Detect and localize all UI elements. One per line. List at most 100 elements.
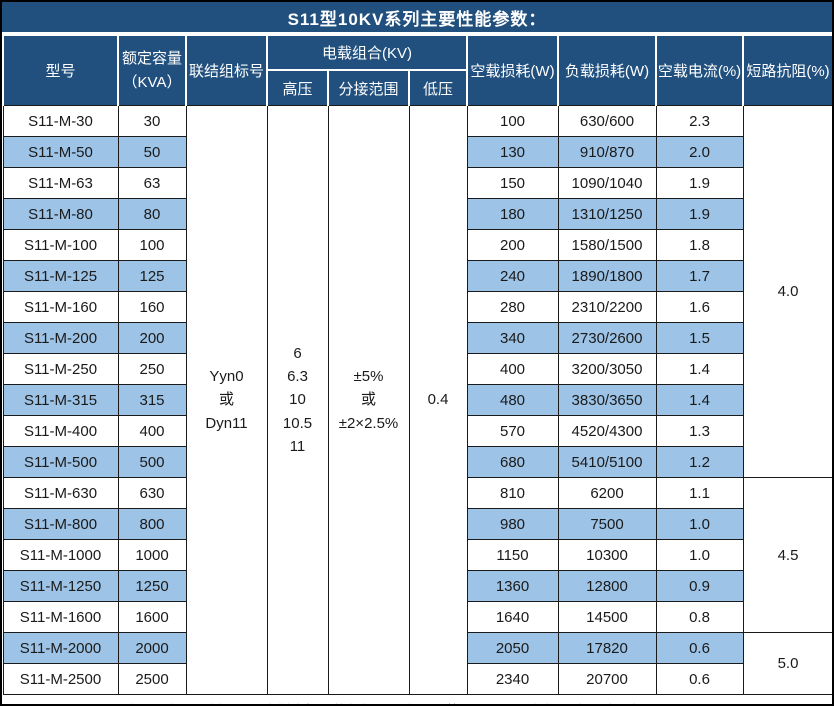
table-row: S11-M-630 630 810 6200 1.1 4.5 (2, 477, 832, 633)
no-load-loss-cell: 570 (466, 415, 559, 447)
no-load-current-cell: 2.3 (655, 105, 744, 137)
table-row: S11-M-500 500 680 5410/5100 1.2 (2, 446, 832, 478)
load-loss-cell: 1310/1250 (557, 198, 657, 230)
no-load-loss-cell: 1360 (466, 570, 559, 602)
load-loss-cell: 3200/3050 (557, 353, 657, 385)
table-row: S11-M-50 50 130 910/870 2.0 (2, 136, 832, 168)
model-cell: S11-M-80 (2, 198, 119, 230)
no-load-current-cell: 0.6 (655, 632, 744, 664)
capacity-cell: 1250 (117, 570, 187, 602)
capacity-cell: 1000 (117, 539, 187, 571)
no-load-loss-cell: 1640 (466, 601, 559, 633)
load-loss-cell: 20700 (557, 663, 657, 695)
model-cell: S11-M-800 (2, 508, 119, 540)
header-row-sub: 高压 分接范围 低压 (3, 69, 832, 106)
no-load-current-cell: 1.4 (655, 384, 744, 416)
no-load-current-cell: 1.0 (655, 539, 744, 571)
no-load-current-cell: 1.2 (655, 446, 744, 478)
header-row-main: 型号 额定容量 （KVA） 联结组标号 电载组合(KV) 空载损耗(W) 负载损… (2, 34, 832, 106)
capacity-cell: 80 (117, 198, 187, 230)
capacity-cell: 400 (117, 415, 187, 447)
capacity-cell: 800 (117, 508, 187, 540)
footer-note: 注：因产品不断改进，本样本提供的数据仅供参考；若需取得最新参数，请及时与本公司联… (2, 695, 832, 704)
connection-cell: Yyn0 或 Dyn11 (185, 105, 268, 695)
capacity-cell: 50 (117, 136, 187, 168)
load-loss-cell: 1580/1500 (557, 229, 657, 261)
no-load-current-cell: 1.0 (655, 508, 744, 540)
load-loss-cell: 2310/2200 (557, 291, 657, 323)
capacity-cell: 100 (117, 229, 187, 261)
model-cell: S11-M-1000 (2, 539, 119, 571)
capacity-cell: 500 (117, 446, 187, 478)
impedance-cell: 4.5 (742, 477, 832, 633)
model-cell: S11-M-250 (2, 353, 119, 385)
table-body: S11-M-30 30 Yyn0 或 Dyn11 6 6.3 10 10.5 11 ±5… (2, 105, 832, 695)
table-row: S11-M-800 800 980 7500 1.0 (2, 508, 832, 540)
capacity-cell: 1600 (117, 601, 187, 633)
table-row: S11-M-100 100 200 1580/1500 1.8 (2, 229, 832, 261)
model-cell: S11-M-1600 (2, 601, 119, 633)
table-row: S11-M-400 400 570 4520/4300 1.3 (2, 415, 832, 447)
no-load-loss-cell: 2050 (466, 632, 559, 664)
no-load-loss-cell: 280 (466, 291, 559, 323)
table-row: S11-M-30 30 Yyn0 或 Dyn11 6 6.3 10 10.5 11 ±5… (2, 105, 832, 695)
no-load-loss-cell: 480 (466, 384, 559, 416)
table-row: S11-M-200 200 340 2730/2600 1.5 (2, 322, 832, 354)
model-cell: S11-M-1250 (2, 570, 119, 602)
load-loss-cell: 630/600 (557, 105, 657, 137)
capacity-cell: 630 (117, 477, 187, 509)
model-cell: S11-M-125 (2, 260, 119, 292)
load-loss-cell: 5410/5100 (557, 446, 657, 478)
no-load-current-cell: 0.6 (655, 663, 744, 695)
header-lv: 低压 (408, 69, 468, 106)
table-row: S11-M-1250 1250 1360 12800 0.9 (2, 570, 832, 602)
capacity-cell: 160 (117, 291, 187, 323)
no-load-loss-cell: 680 (466, 446, 559, 478)
no-load-loss-cell: 340 (466, 322, 559, 354)
no-load-current-cell: 1.9 (655, 167, 744, 199)
no-load-loss-cell: 2340 (466, 663, 559, 695)
header-load-loss: 负载损耗(W) (557, 34, 657, 106)
tap-range-cell: ±5% 或 ±2×2.5% (327, 105, 410, 695)
header-model: 型号 (2, 34, 119, 106)
model-cell: S11-M-500 (2, 446, 119, 478)
no-load-loss-cell: 980 (466, 508, 559, 540)
no-load-current-cell: 1.3 (655, 415, 744, 447)
load-loss-cell: 4520/4300 (557, 415, 657, 447)
header-connection: 联结组标号 (185, 34, 268, 106)
no-load-current-cell: 2.0 (655, 136, 744, 168)
capacity-cell: 125 (117, 260, 187, 292)
table-row: S11-M-160 160 280 2310/2200 1.6 (2, 291, 832, 323)
load-loss-cell: 1890/1800 (557, 260, 657, 292)
load-loss-cell: 6200 (557, 477, 657, 509)
no-load-current-cell: 1.8 (655, 229, 744, 261)
table-row: S11-M-1600 1600 1640 14500 0.8 (2, 601, 832, 633)
load-loss-cell: 2730/2600 (557, 322, 657, 354)
model-cell: S11-M-2000 (2, 632, 119, 664)
capacity-cell: 2000 (117, 632, 187, 664)
table-title: S11型10KV系列主要性能参数： (2, 2, 832, 34)
no-load-current-cell: 1.5 (655, 322, 744, 354)
capacity-cell: 2500 (117, 663, 187, 695)
no-load-current-cell: 1.4 (655, 353, 744, 385)
model-cell: S11-M-400 (2, 415, 119, 447)
header-no-load-loss: 空载损耗(W) (466, 34, 559, 106)
no-load-current-cell: 1.9 (655, 198, 744, 230)
table-row: S11-M-2000 2000 2050 17820 0.6 5.0 (2, 632, 832, 695)
load-loss-cell: 17820 (557, 632, 657, 664)
table-row: S11-M-2500 2500 2340 20700 0.6 (2, 663, 832, 695)
no-load-loss-cell: 240 (466, 260, 559, 292)
load-loss-cell: 7500 (557, 508, 657, 540)
no-load-loss-cell: 150 (466, 167, 559, 199)
impedance-cell: 4.0 (742, 105, 832, 478)
no-load-current-cell: 1.1 (655, 477, 744, 509)
header-hv: 高压 (266, 69, 329, 106)
table-row: S11-M-63 63 150 1090/1040 1.9 (2, 167, 832, 199)
parameters-table: 型号 额定容量 （KVA） 联结组标号 电载组合(KV) 空载损耗(W) 负载损… (2, 34, 832, 695)
load-loss-cell: 12800 (557, 570, 657, 602)
table-header: 型号 额定容量 （KVA） 联结组标号 电载组合(KV) 空载损耗(W) 负载损… (2, 34, 832, 106)
capacity-cell: 250 (117, 353, 187, 385)
capacity-cell: 63 (117, 167, 187, 199)
model-cell: S11-M-160 (2, 291, 119, 323)
